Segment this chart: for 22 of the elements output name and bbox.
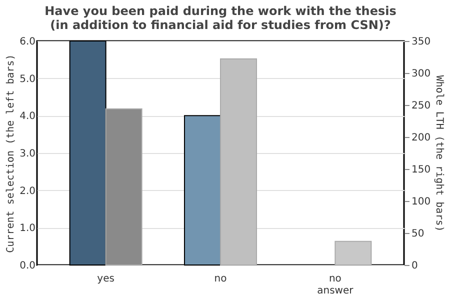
y2-axis-title: Whole LTH (the right bars) [434,75,445,232]
y2-tick-label: 0 [412,260,418,272]
y-tick-label: 0.0 [20,260,36,272]
x-tick-label: no [214,274,227,284]
y-tick-label: 2.0 [20,186,36,197]
y-tick-label: 5.0 [20,74,36,85]
y-tick-label: 4.0 [20,111,36,122]
bar [334,240,372,266]
chart-title: Have you been paid during the work with the thesis (in addition to financial aid for studies from CSN)? [44,4,396,32]
x-tick-label: no answer [317,274,354,296]
y2-tick-label: 150 [412,164,431,176]
y2-tick-label: 350 [412,36,431,48]
y2-tick-label: 250 [412,100,431,112]
y2-tick-label: 50 [412,228,424,240]
y2-tick-label: 200 [412,132,431,144]
y-axis-title: Current selection (the left bars) [6,54,17,253]
y-tick-label: 1.0 [20,223,36,234]
y-tick-label: 3.0 [20,148,36,160]
y2-tick-label: 300 [412,68,431,80]
x-tick-label: yes [97,274,114,284]
y2-tick-label: 100 [412,196,431,208]
y-tick-label: 6.0 [20,36,36,48]
